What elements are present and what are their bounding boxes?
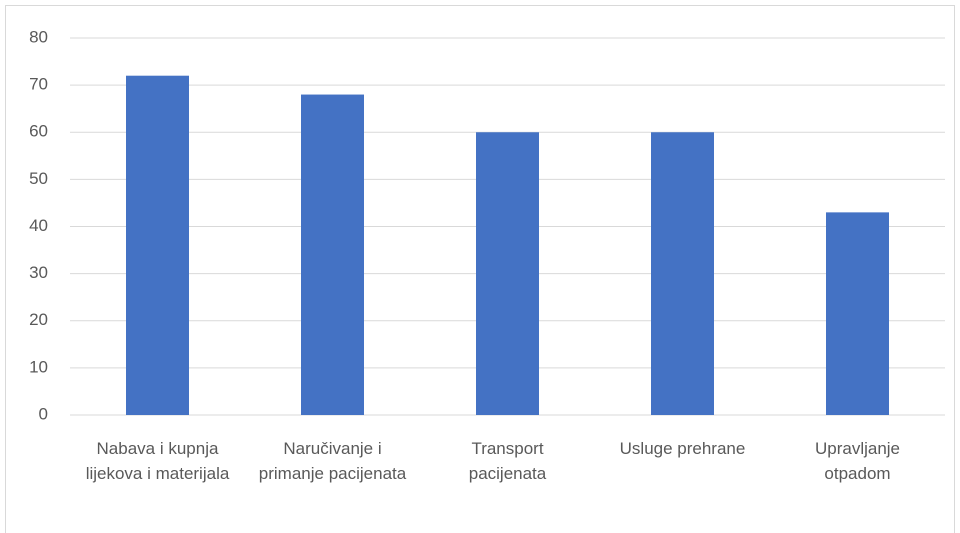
y-tick-label: 70 — [29, 75, 48, 94]
y-tick-label: 0 — [39, 404, 48, 423]
x-tick-label: Upravljanje otpadom — [814, 439, 901, 483]
bar — [651, 132, 714, 415]
y-tick-label: 60 — [29, 122, 48, 141]
x-tick-label: Naručivanje i primanje pacijenata — [258, 439, 407, 483]
x-tick-label: Usluge prehrane — [619, 439, 746, 458]
x-tick-label: Nabava i kupnja lijekova i materijala — [85, 439, 230, 483]
bar — [301, 94, 364, 416]
chart-frame — [5, 5, 955, 533]
bar — [126, 75, 189, 415]
bar — [476, 132, 539, 415]
y-tick-label: 40 — [29, 216, 48, 235]
bar — [826, 212, 889, 415]
y-tick-label: 30 — [29, 263, 48, 282]
y-tick-label: 20 — [29, 310, 48, 329]
y-tick-label: 10 — [29, 357, 48, 376]
y-tick-label: 80 — [29, 27, 48, 46]
y-tick-label: 50 — [29, 169, 48, 188]
x-tick-label: Transport pacijenata — [468, 439, 547, 483]
